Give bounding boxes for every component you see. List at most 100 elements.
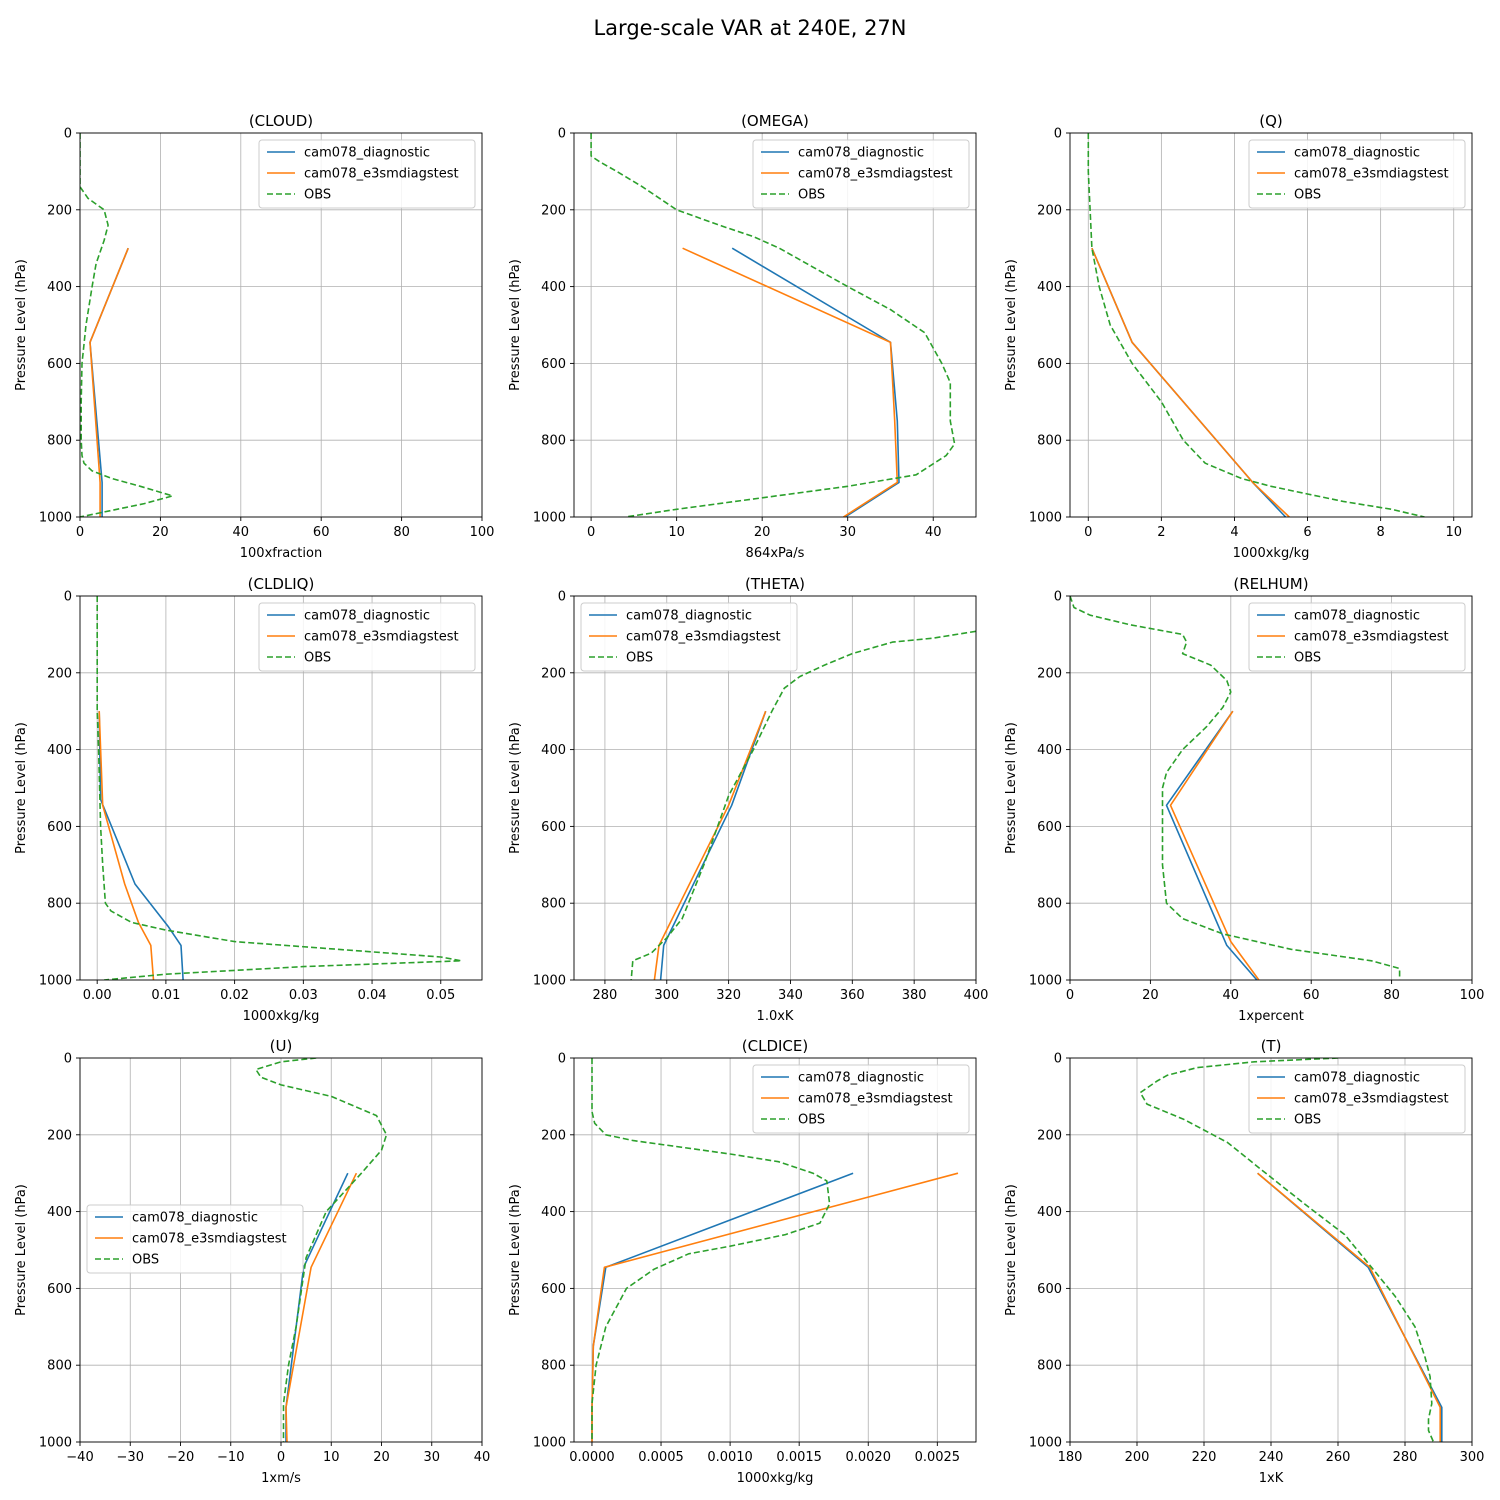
y-axis-label: Pressure Level (hPa)	[508, 722, 523, 854]
legend-label: cam078_e3smdiagstest	[798, 1092, 953, 1107]
series-line-cam078-e3smdiagstest	[89, 247, 129, 517]
y-tick-label: 200	[1037, 1128, 1062, 1143]
x-axis-label: 1xK	[1259, 1471, 1284, 1486]
legend-box	[580, 602, 798, 672]
x-tick-label: 30	[839, 525, 856, 540]
x-tick-label: 0.0010	[707, 1450, 753, 1465]
legend-box	[752, 1064, 970, 1134]
series-line-cam078-diagnostic	[1257, 1172, 1443, 1442]
x-tick-label: 100	[470, 525, 495, 540]
y-tick-label: 600	[541, 357, 566, 372]
x-tick-label: 300	[1460, 1450, 1485, 1465]
series-line-cam078-diagnostic	[98, 711, 184, 980]
y-tick-label: 200	[1037, 203, 1062, 218]
x-tick-label: 20	[152, 525, 169, 540]
x-tick-label: 0.04	[358, 988, 387, 1003]
axes-frame	[573, 132, 977, 518]
legend-label: OBS	[304, 651, 331, 666]
y-tick-label: 800	[47, 1359, 72, 1374]
legend-box	[258, 602, 476, 672]
y-tick-label: 1000	[533, 511, 566, 526]
y-tick-label: 0	[558, 127, 566, 142]
series-line-obs	[96, 596, 463, 980]
y-tick-label: 0	[64, 590, 72, 605]
panel-title: (T)	[1261, 1037, 1282, 1055]
x-tick-label: 280	[1393, 1450, 1418, 1465]
x-tick-label: 0	[1066, 988, 1074, 1003]
x-axis-label: 100xfraction	[240, 546, 322, 561]
y-tick-label: 1000	[1029, 1436, 1062, 1451]
y-tick-label: 400	[47, 743, 72, 758]
y-tick-label: 1000	[533, 1436, 566, 1451]
x-tick-label: 180	[1058, 1450, 1083, 1465]
axes-frame	[79, 132, 483, 518]
series-line-cam078-diagnostic	[1165, 710, 1258, 980]
legend-label: cam078_e3smdiagstest	[1294, 167, 1449, 182]
y-tick-label: 800	[1037, 434, 1062, 449]
x-tick-label: 10	[668, 525, 685, 540]
y-tick-label: 400	[1037, 743, 1062, 758]
y-tick-label: 200	[541, 1128, 566, 1143]
legend: cam078_diagnostic cam078_e3smdiagstest OBS	[580, 602, 798, 672]
y-axis-label: Pressure Level (hPa)	[1004, 1184, 1019, 1316]
x-tick-label: −40	[66, 1450, 93, 1465]
legend-label: OBS	[132, 1253, 159, 1268]
legend-label: cam078_diagnostic	[1294, 1071, 1420, 1086]
y-tick-label: 1000	[39, 974, 72, 989]
x-tick-label: 80	[393, 525, 410, 540]
legend: cam078_diagnostic cam078_e3smdiagstest OBS	[1248, 139, 1466, 209]
y-tick-label: 200	[1037, 666, 1062, 681]
y-axis-label: Pressure Level (hPa)	[508, 259, 523, 391]
series-line-obs	[590, 133, 956, 517]
y-tick-label: 200	[47, 1128, 72, 1143]
series-line-cam078-e3smdiagstest	[1257, 1172, 1441, 1442]
legend-label: cam078_e3smdiagstest	[132, 1232, 287, 1247]
y-tick-label: 1000	[1029, 974, 1062, 989]
y-tick-label: 400	[541, 1205, 566, 1220]
legend: cam078_diagnostic cam078_e3smdiagstest OBS	[752, 1064, 970, 1134]
x-axis-label: 1000xkg/kg	[737, 1471, 814, 1486]
legend-label: cam078_diagnostic	[1294, 609, 1420, 624]
x-tick-label: 30	[423, 1450, 440, 1465]
legend-label: OBS	[626, 651, 653, 666]
series-line-cam078-e3smdiagstest	[653, 710, 767, 980]
series-line-cam078-diagnostic	[731, 247, 900, 517]
x-tick-label: 0	[76, 525, 84, 540]
legend: cam078_diagnostic cam078_e3smdiagstest OBS	[86, 1204, 304, 1274]
panel-cldice: 0.0000 0.0005 0.0010 0.0015 0.0020 0.0025 0 200…	[508, 1037, 977, 1486]
y-tick-label: 400	[1037, 280, 1062, 295]
y-axis-label: Pressure Level (hPa)	[14, 1184, 29, 1316]
x-tick-label: 40	[925, 525, 942, 540]
x-tick-label: 360	[840, 988, 865, 1003]
x-tick-label: 380	[902, 988, 927, 1003]
series-line-obs	[80, 133, 174, 517]
legend-label: cam078_e3smdiagstest	[1294, 630, 1449, 645]
y-tick-label: 1000	[39, 1436, 72, 1451]
y-tick-label: 1000	[533, 974, 566, 989]
series-group	[1087, 133, 1425, 517]
x-tick-label: 0	[587, 525, 595, 540]
y-tick-label: 0	[1054, 1052, 1062, 1067]
x-tick-label: −20	[167, 1450, 194, 1465]
panel-cldliq: 0.00 0.01 0.02 0.03 0.04 0.05 0 200 400 600 800 100…	[14, 575, 483, 1024]
x-axis-label: 1.0xK	[757, 1009, 794, 1024]
y-tick-label: 800	[541, 434, 566, 449]
series-group	[255, 1058, 388, 1442]
y-tick-label: 800	[541, 1359, 566, 1374]
x-tick-label: 0.0005	[638, 1450, 684, 1465]
panel-q: 0 2 4 6 8 10 0 200 400 600 800 1000 (Q) 1000xkg/kg Pre…	[1004, 112, 1473, 561]
series-group	[590, 133, 956, 517]
panel-t: 180 200 220 240 260 280 300 0 200 400 600 800 1000 (T…	[1004, 1037, 1484, 1486]
x-tick-label: 0.0025	[915, 1450, 961, 1465]
y-tick-label: 600	[47, 820, 72, 835]
y-tick-label: 0	[64, 1052, 72, 1067]
y-tick-label: 0	[64, 127, 72, 142]
y-axis-label: Pressure Level (hPa)	[14, 722, 29, 854]
y-tick-label: 800	[1037, 897, 1062, 912]
y-tick-label: 0	[1054, 590, 1062, 605]
x-tick-label: 40	[1223, 988, 1240, 1003]
legend: cam078_diagnostic cam078_e3smdiagstest OBS	[1248, 602, 1466, 672]
legend-label: cam078_diagnostic	[798, 1071, 924, 1086]
